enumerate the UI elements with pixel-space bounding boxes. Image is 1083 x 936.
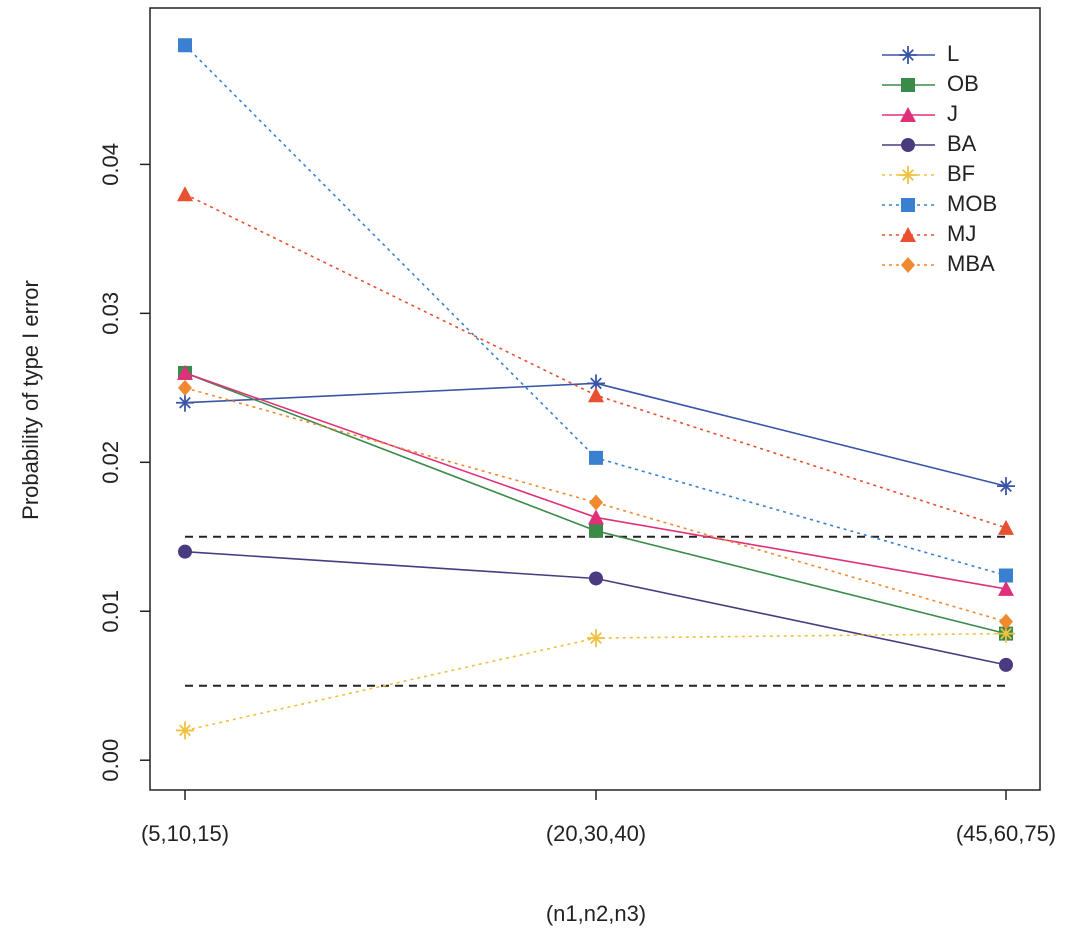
legend-marker <box>899 166 917 184</box>
legend-marker <box>900 107 916 122</box>
data-point <box>587 374 605 393</box>
data-point <box>997 624 1015 643</box>
x-tick-label: (20,30,40) <box>546 821 646 846</box>
y-axis-label: Probability of type I error <box>18 280 43 520</box>
data-point <box>588 509 604 525</box>
y-tick-label: 0.02 <box>98 441 123 484</box>
legend-marker <box>899 46 917 64</box>
data-point <box>587 629 605 648</box>
data-point <box>588 387 604 403</box>
legend-marker <box>900 227 916 242</box>
series-line <box>184 632 1007 732</box>
data-point <box>997 477 1015 496</box>
data-point <box>178 38 192 53</box>
data-point <box>177 186 193 202</box>
legend-label: MBA <box>947 251 995 276</box>
data-point <box>998 519 1014 535</box>
data-point <box>589 523 603 538</box>
data-point <box>589 450 603 465</box>
plot-frame <box>149 7 1041 791</box>
legend-label: MJ <box>947 221 976 246</box>
data-point <box>177 364 193 380</box>
legend-label: BA <box>947 131 977 156</box>
legend-marker <box>901 78 915 92</box>
legend-marker <box>901 257 915 273</box>
x-axis-label: (n1,n2,n3) <box>546 901 646 926</box>
data-point <box>999 613 1013 630</box>
x-tick-label: (45,60,75) <box>956 821 1056 846</box>
series-line <box>184 193 1007 529</box>
legend-marker <box>901 138 915 152</box>
data-point <box>589 494 603 511</box>
data-point <box>178 379 192 396</box>
legend-label: L <box>947 41 959 66</box>
legend-marker <box>901 198 915 212</box>
data-point <box>589 571 603 586</box>
series-line <box>184 550 1007 666</box>
data-point <box>176 721 194 740</box>
data-point <box>999 568 1013 583</box>
data-point <box>176 393 194 412</box>
legend-label: MOB <box>947 191 997 216</box>
legend-label: BF <box>947 161 975 186</box>
y-tick-label: 0.03 <box>98 292 123 335</box>
y-tick-label: 0.00 <box>98 739 123 782</box>
y-tick-label: 0.01 <box>98 590 123 633</box>
data-point <box>999 657 1013 672</box>
y-tick-label: 0.04 <box>98 143 123 186</box>
x-tick-label: (5,10,15) <box>141 821 229 846</box>
legend-label: OB <box>947 71 979 96</box>
data-point <box>998 580 1014 596</box>
legend-label: J <box>947 101 958 126</box>
series-line <box>184 372 1007 590</box>
series-line <box>184 387 1007 623</box>
data-point <box>178 544 192 559</box>
